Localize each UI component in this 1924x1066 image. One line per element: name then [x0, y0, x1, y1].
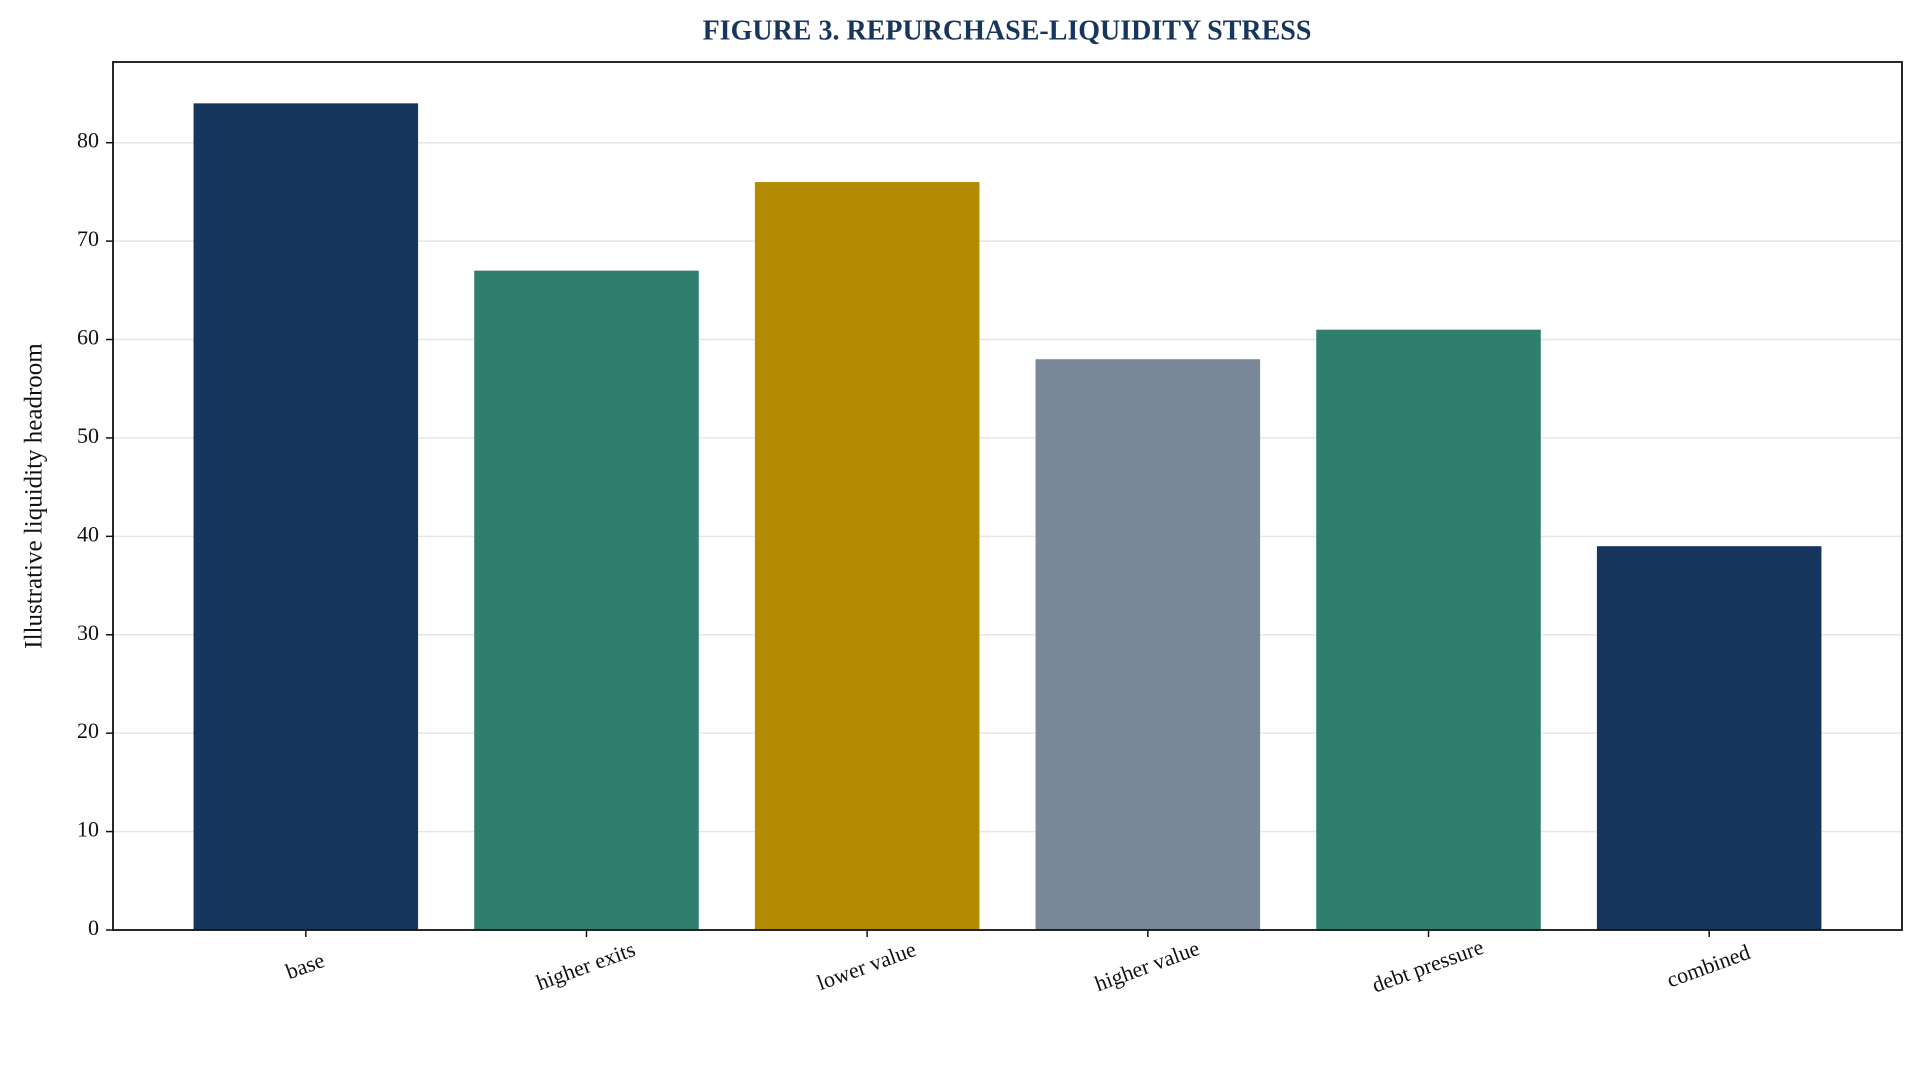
bar: [1035, 359, 1261, 930]
x-tick-label: debt pressure: [1369, 934, 1487, 997]
x-tick-label: lower value: [814, 936, 920, 995]
y-tick-label: 30: [77, 620, 99, 645]
bar: [193, 103, 419, 931]
chart-title: FIGURE 3. REPURCHASE-LIQUIDITY STRESS: [703, 15, 1312, 46]
y-tick-label: 50: [77, 423, 99, 448]
x-tick-label: base: [282, 947, 327, 984]
y-tick-label: 80: [77, 128, 99, 153]
x-tick-label: combined: [1663, 939, 1753, 992]
x-tick-label: higher exits: [533, 936, 639, 995]
plot-frame: [112, 61, 1903, 931]
y-tick-label: 10: [77, 817, 99, 842]
bar: [474, 270, 699, 931]
bar: [1596, 546, 1822, 930]
x-tick-label: higher value: [1091, 935, 1202, 996]
y-tick-label: 70: [77, 226, 99, 251]
bar: [1316, 329, 1541, 931]
y-tick-label: 0: [88, 915, 99, 940]
y-tick-label: 60: [77, 325, 99, 350]
bar: [754, 182, 980, 931]
y-tick-label: 20: [77, 718, 99, 743]
y-axis-label: Illustrative liquidity headroom: [21, 343, 48, 649]
y-tick-label: 40: [77, 521, 99, 546]
